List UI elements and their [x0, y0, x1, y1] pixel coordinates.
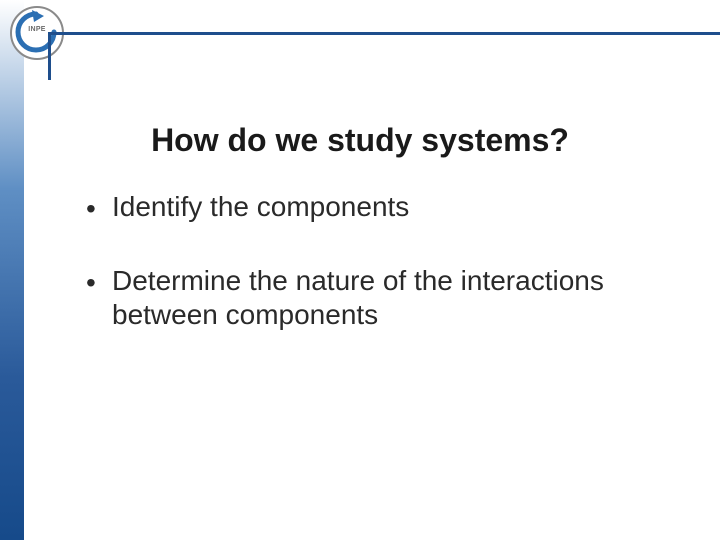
bullet-text: Identify the components — [112, 190, 676, 224]
bullet-marker-icon: • — [86, 190, 112, 226]
bullet-marker-icon: • — [86, 264, 112, 300]
header-rule-vertical — [48, 32, 51, 80]
sidebar-gradient — [0, 0, 24, 540]
bullet-text: Determine the nature of the interactions… — [112, 264, 676, 332]
bullet-gap — [86, 226, 676, 264]
bullet-item: • Identify the components — [86, 190, 676, 226]
slide-title: How do we study systems? — [0, 122, 720, 159]
slide-body: • Identify the components • Determine th… — [86, 190, 676, 332]
header-rule-horizontal — [48, 32, 720, 35]
bullet-item: • Determine the nature of the interactio… — [86, 264, 676, 332]
